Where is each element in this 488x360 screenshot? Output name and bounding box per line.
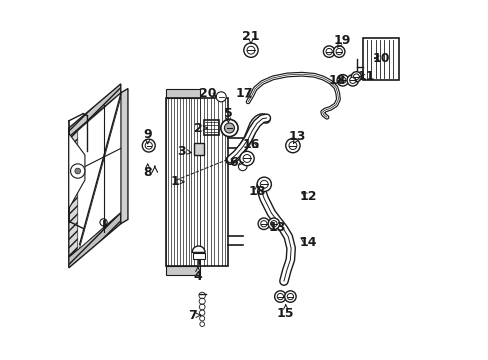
Text: 13: 13: [288, 130, 305, 144]
Circle shape: [286, 293, 293, 300]
Polygon shape: [121, 89, 128, 224]
Circle shape: [221, 120, 238, 136]
Circle shape: [244, 43, 258, 57]
Text: 7: 7: [188, 309, 197, 322]
Circle shape: [333, 46, 344, 57]
Circle shape: [257, 177, 271, 192]
Text: 18: 18: [328, 74, 346, 87]
Circle shape: [285, 138, 300, 153]
Circle shape: [142, 139, 155, 152]
Polygon shape: [78, 93, 121, 250]
Text: 4: 4: [193, 270, 202, 283]
Text: 17: 17: [235, 87, 253, 100]
Circle shape: [274, 291, 285, 302]
Text: 20: 20: [199, 87, 216, 100]
Text: 16: 16: [242, 138, 259, 150]
Text: 3: 3: [177, 145, 185, 158]
Circle shape: [224, 123, 234, 133]
Circle shape: [323, 46, 334, 57]
Circle shape: [270, 221, 277, 227]
Text: 13: 13: [267, 221, 285, 234]
Circle shape: [260, 221, 266, 227]
Circle shape: [325, 49, 332, 55]
Polygon shape: [69, 213, 121, 268]
Circle shape: [260, 180, 267, 188]
Text: 15: 15: [276, 307, 294, 320]
Polygon shape: [69, 91, 121, 257]
Text: 18: 18: [248, 185, 265, 198]
Bar: [165, 98, 228, 266]
Circle shape: [288, 141, 296, 149]
Bar: [192, 253, 204, 259]
Bar: [193, 143, 203, 155]
Circle shape: [349, 77, 355, 84]
Circle shape: [351, 72, 361, 82]
Wedge shape: [192, 246, 204, 252]
Circle shape: [216, 92, 226, 102]
Text: 19: 19: [333, 34, 350, 48]
Circle shape: [346, 75, 358, 86]
Text: 10: 10: [372, 51, 389, 64]
Text: 1: 1: [170, 175, 179, 188]
Circle shape: [284, 291, 296, 302]
Bar: [165, 89, 200, 98]
Polygon shape: [69, 84, 121, 137]
Text: 21: 21: [242, 30, 259, 43]
Polygon shape: [69, 134, 85, 209]
Circle shape: [75, 168, 81, 174]
Circle shape: [335, 49, 342, 55]
Text: 5: 5: [224, 107, 232, 120]
Circle shape: [243, 154, 250, 162]
Circle shape: [258, 218, 269, 229]
Circle shape: [267, 218, 279, 229]
Bar: [165, 266, 200, 275]
Circle shape: [336, 75, 348, 86]
Circle shape: [70, 164, 85, 178]
Text: 2: 2: [193, 122, 202, 135]
Text: 11: 11: [357, 70, 374, 83]
Text: 9: 9: [143, 127, 152, 141]
Text: 6: 6: [229, 156, 238, 169]
Text: 12: 12: [299, 190, 316, 203]
Circle shape: [239, 151, 254, 166]
Bar: [204, 120, 218, 135]
Circle shape: [277, 293, 283, 300]
Bar: [362, 39, 398, 80]
Circle shape: [238, 162, 246, 171]
Circle shape: [339, 77, 345, 84]
Circle shape: [246, 46, 254, 54]
Text: 8: 8: [143, 166, 152, 179]
Text: 14: 14: [299, 236, 316, 249]
